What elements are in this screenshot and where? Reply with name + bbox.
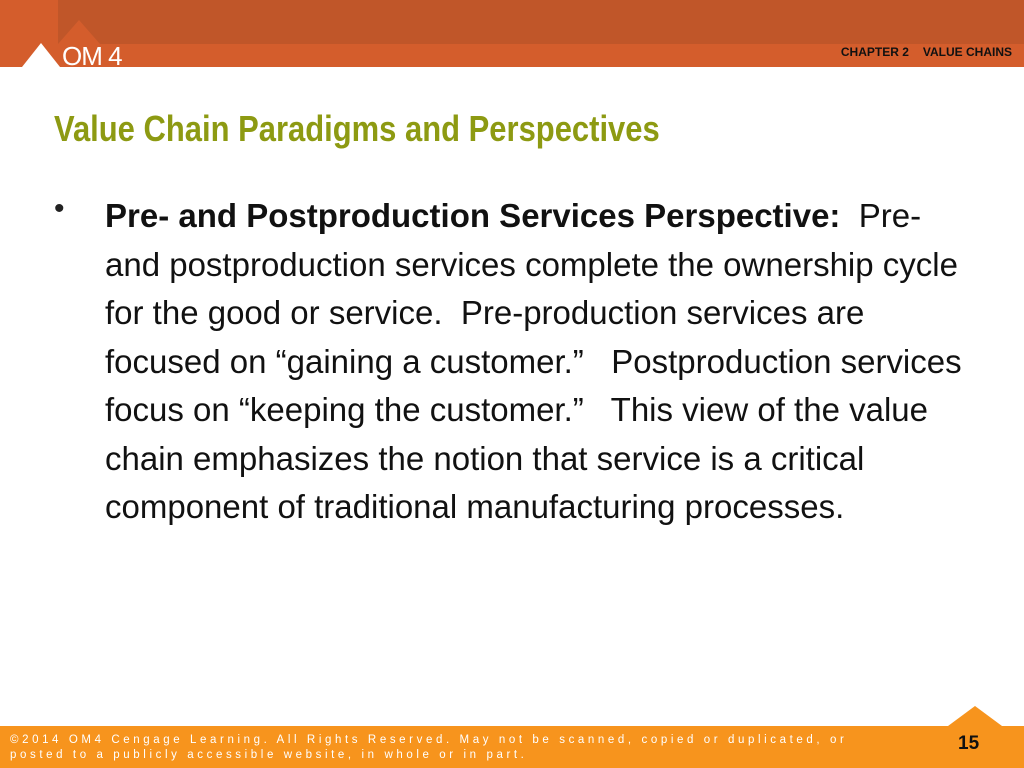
bullet-lead: Pre- and Postproduction Services Perspec… xyxy=(105,197,841,234)
header-accent xyxy=(0,0,58,44)
copyright-notice: ©2014 OM4 Cengage Learning. All Rights R… xyxy=(10,734,848,761)
logo-triangle-icon xyxy=(22,43,60,67)
bullet-icon: • xyxy=(54,192,65,225)
header-lower-band xyxy=(0,44,1024,67)
chapter-number: CHAPTER 2 xyxy=(840,45,909,59)
chapter-title: VALUE CHAINS xyxy=(922,45,1012,59)
slide-title: Value Chain Paradigms and Perspectives xyxy=(54,108,660,149)
header-band xyxy=(0,0,1024,44)
logo: OM 4 xyxy=(62,41,123,71)
footer-triangle xyxy=(948,706,1002,726)
header-triangle xyxy=(58,20,100,44)
bullet-body: Pre- and postproduction services complet… xyxy=(105,197,971,525)
bullet-text: Pre- and Postproduction Services Perspec… xyxy=(105,192,985,532)
page-number: 15 xyxy=(958,733,980,754)
chapter-label: CHAPTER 2 VALUE CHAINS xyxy=(841,45,1012,59)
footer-band xyxy=(0,726,1024,768)
